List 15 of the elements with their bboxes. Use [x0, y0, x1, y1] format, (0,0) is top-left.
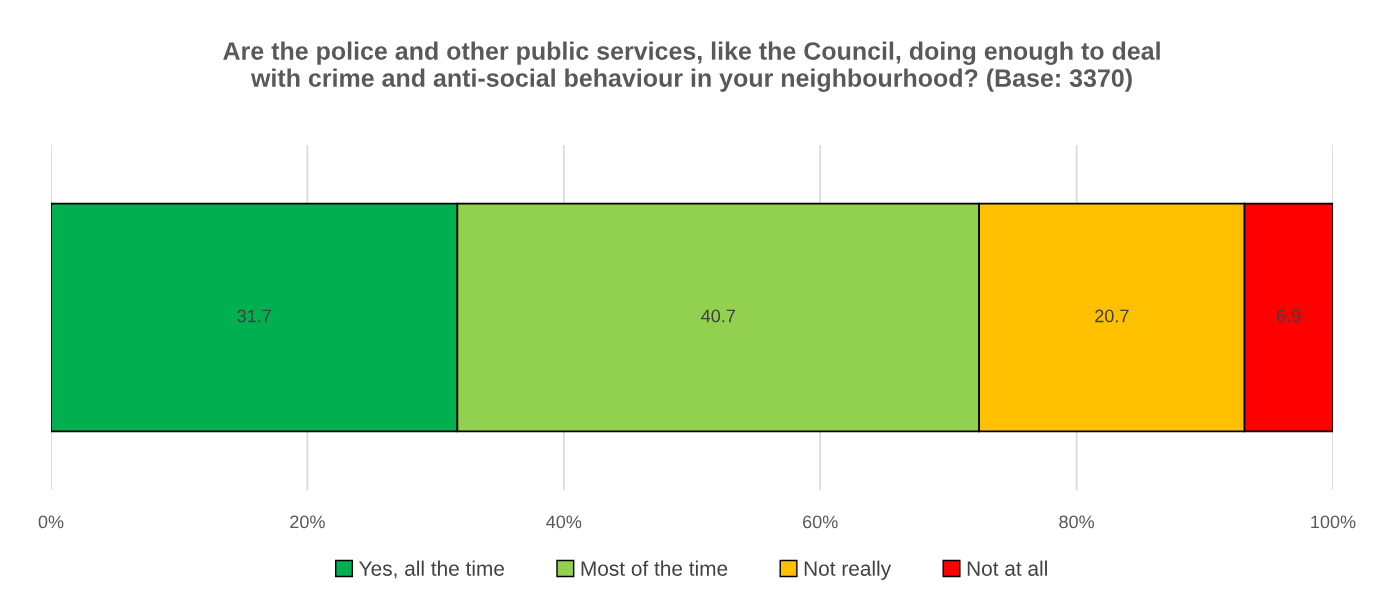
x-tick-label: 60% — [803, 515, 838, 529]
data-label: 40.7 — [701, 309, 735, 323]
legend-label: Not really — [804, 560, 892, 581]
x-tick-label: 80% — [1059, 515, 1095, 529]
chart-title: Are the police and other public services, like the Council, doing enough to deal with crime and anti-social behaviour in your neighbourhood? (Base: 3370) — [223, 41, 1160, 92]
data-label: 6.9 — [1277, 309, 1301, 323]
data-label: 20.7 — [1095, 309, 1129, 323]
x-tick-label: 40% — [546, 515, 582, 529]
legend-label: Yes, all the time — [359, 560, 504, 579]
x-tick-label: 100% — [1311, 515, 1356, 529]
data-label: 31.7 — [237, 309, 271, 323]
x-tick-label: 0% — [38, 515, 64, 529]
legend-label: Not at all — [967, 560, 1047, 576]
x-tick-label: 20% — [290, 515, 325, 529]
legend-label: Most of the time — [581, 560, 728, 576]
